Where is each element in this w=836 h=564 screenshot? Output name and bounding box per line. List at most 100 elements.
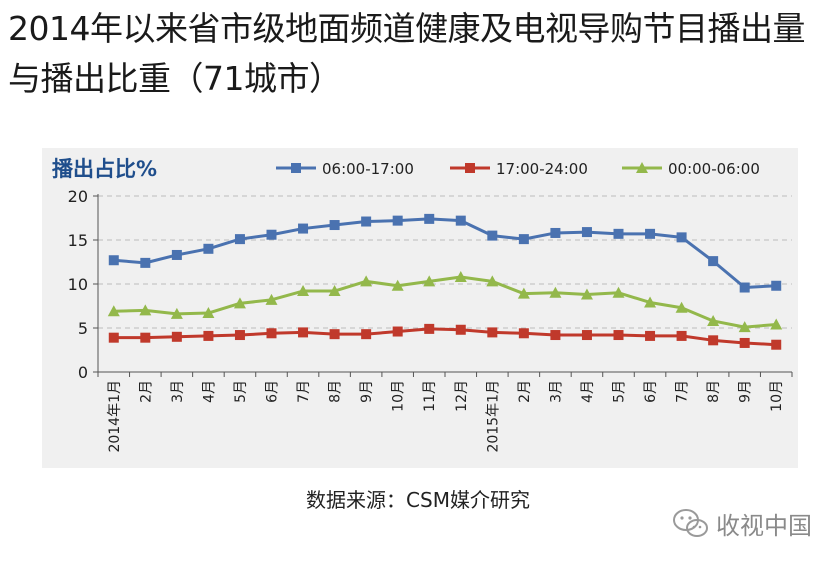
x-tick-label: 4月	[201, 380, 217, 403]
x-tick-label: 8月	[328, 380, 344, 403]
x-tick-label: 10月	[769, 380, 785, 412]
data-point	[676, 330, 687, 341]
data-point	[329, 329, 340, 340]
data-point	[550, 330, 561, 341]
y-tick-label: 20	[68, 187, 88, 206]
data-point	[454, 270, 467, 282]
data-point	[139, 304, 152, 316]
x-tick-label: 7月	[675, 380, 691, 403]
data-point	[423, 275, 436, 287]
x-tick-label: 2014年1月	[107, 380, 123, 453]
data-point	[708, 256, 719, 267]
page-title: 2014年以来省市级地面频道健康及电视导购节目播出量 与播出比重（71城市）	[8, 4, 834, 104]
chart-panel: 播出占比% 0 5 10 15 20 2014年1月 2月 3月 4月 5月 6月 7月 8月 9月 10月…	[42, 148, 798, 468]
data-point	[107, 305, 120, 317]
data-point	[550, 227, 561, 238]
data-point	[771, 339, 782, 350]
data-point	[487, 230, 498, 241]
data-point	[108, 255, 119, 266]
data-point	[517, 287, 530, 299]
x-tick-label: 10月	[391, 380, 407, 412]
legend-marker	[465, 163, 475, 173]
data-point	[613, 330, 624, 341]
data-point	[392, 215, 403, 226]
x-tick-label: 8月	[706, 380, 722, 403]
x-tick-label: 2015年1月	[485, 380, 501, 453]
data-point	[360, 275, 373, 287]
data-point	[361, 329, 372, 340]
series-line	[113, 217, 777, 290]
data-point	[424, 213, 435, 224]
data-point	[707, 314, 720, 326]
y-tick-label: 0	[78, 363, 88, 382]
x-tick-label: 2月	[138, 380, 154, 403]
data-point	[266, 229, 277, 240]
x-tick-label: 12月	[454, 380, 470, 412]
data-point	[203, 330, 214, 341]
title-line-2: 与播出比重（71城市）	[8, 59, 342, 98]
x-tick-label: 4月	[580, 380, 596, 403]
data-point	[108, 332, 119, 343]
data-point	[455, 324, 466, 335]
data-point	[391, 279, 404, 291]
legend-label: 17:00-24:00	[496, 160, 588, 178]
x-tick-label: 6月	[643, 380, 659, 403]
wechat-icon	[673, 508, 708, 537]
data-point	[203, 243, 214, 254]
data-point	[581, 330, 592, 341]
y-tick-label: 5	[78, 319, 88, 338]
data-point	[171, 331, 182, 342]
data-point	[549, 286, 562, 298]
data-point	[328, 285, 341, 297]
data-point	[140, 332, 151, 343]
data-point	[645, 228, 656, 239]
data-point	[392, 326, 403, 337]
data-point	[234, 330, 245, 341]
y-tick-label: 15	[68, 231, 88, 250]
series-line	[113, 327, 777, 347]
x-tick-label: 3月	[170, 380, 186, 403]
data-point	[645, 330, 656, 341]
data-point	[298, 327, 309, 338]
data-point	[171, 249, 182, 260]
watermark: 收视中国	[672, 506, 812, 541]
x-tick-label: 6月	[265, 380, 281, 403]
legend-marker	[636, 162, 648, 173]
data-point	[329, 220, 340, 231]
y-tick-label: 10	[68, 275, 88, 294]
data-point	[233, 297, 246, 309]
data-point	[738, 321, 751, 333]
x-tick-label: 7月	[296, 380, 312, 403]
data-point	[487, 327, 498, 338]
data-point	[518, 328, 529, 339]
title-line-1: 2014年以来省市级地面频道健康及电视导购节目播出量	[8, 9, 805, 48]
data-point	[739, 337, 750, 348]
data-point	[708, 335, 719, 346]
x-tick-label: 5月	[233, 380, 249, 403]
data-point	[580, 288, 593, 300]
x-tick-label: 2月	[517, 380, 533, 403]
data-point	[518, 234, 529, 245]
x-tick-label: 9月	[738, 380, 754, 403]
data-point	[298, 223, 309, 234]
data-point	[770, 318, 783, 330]
legend-marker	[291, 163, 301, 173]
legend-label: 00:00-06:00	[668, 160, 760, 178]
watermark-text: 收视中国	[716, 512, 812, 540]
data-point	[266, 328, 277, 339]
data-point	[202, 307, 215, 319]
data-point	[612, 286, 625, 298]
data-point	[455, 215, 466, 226]
series-line	[113, 275, 777, 329]
data-point	[234, 234, 245, 245]
data-point	[739, 282, 750, 293]
x-tick-label: 9月	[359, 380, 375, 403]
x-tick-label: 5月	[612, 380, 628, 403]
data-point	[675, 301, 688, 313]
data-point	[424, 323, 435, 334]
data-point	[676, 232, 687, 243]
data-point	[297, 285, 310, 297]
x-tick-label: 3月	[548, 380, 564, 403]
data-point	[170, 307, 183, 319]
data-point	[361, 216, 372, 227]
